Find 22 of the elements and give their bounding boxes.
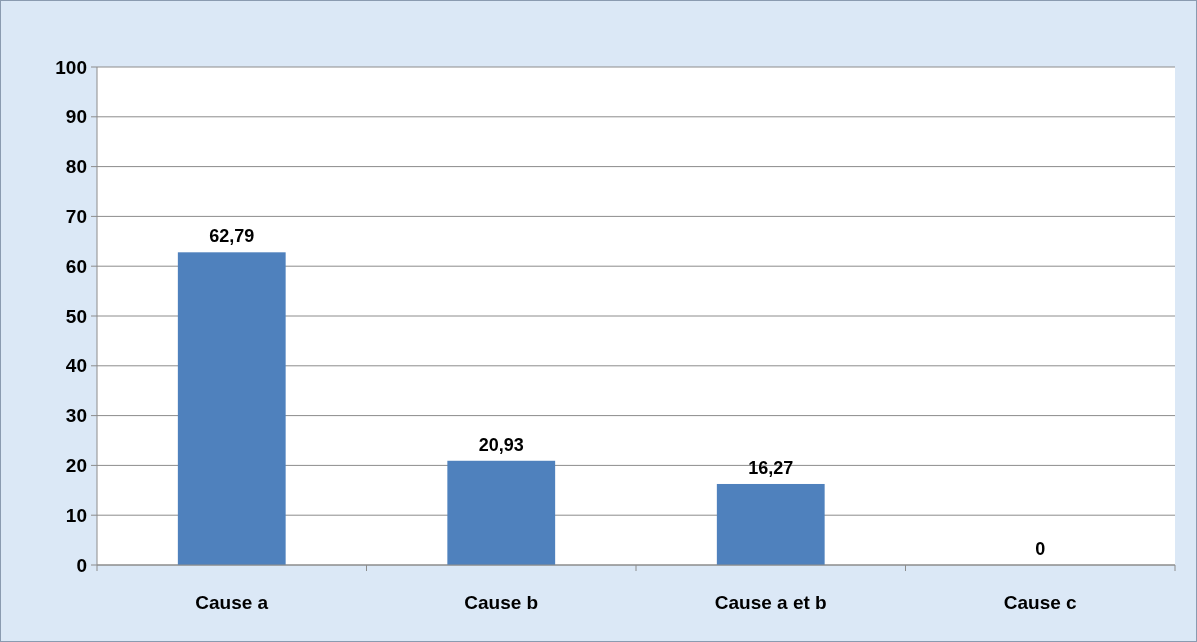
y-tick-label: 80 [65,156,87,178]
y-tick-label: 30 [65,405,87,427]
y-tick-label: 50 [65,305,87,327]
x-tick-label: Cause b [464,592,539,613]
y-tick-label: 100 [55,56,87,78]
data-label: 20,93 [478,434,524,455]
y-tick-label: 10 [65,504,87,526]
x-tick-label: Cause a et b [714,592,827,613]
y-tick-label: 60 [65,255,87,277]
x-tick-label: Cause c [1003,592,1078,613]
data-label: 62,79 [209,226,255,247]
bar [447,460,556,565]
data-label: 16,27 [748,457,794,478]
bar [716,483,825,565]
x-tick-label: Cause a [195,592,269,613]
bar [177,252,286,565]
y-tick-label: 0 [76,554,87,576]
y-tick-label: 20 [65,455,87,477]
y-tick-label: 40 [65,355,87,377]
y-tick-label: 90 [65,106,87,128]
y-tick-label: 70 [65,206,87,228]
data-label: 0 [1035,539,1046,559]
